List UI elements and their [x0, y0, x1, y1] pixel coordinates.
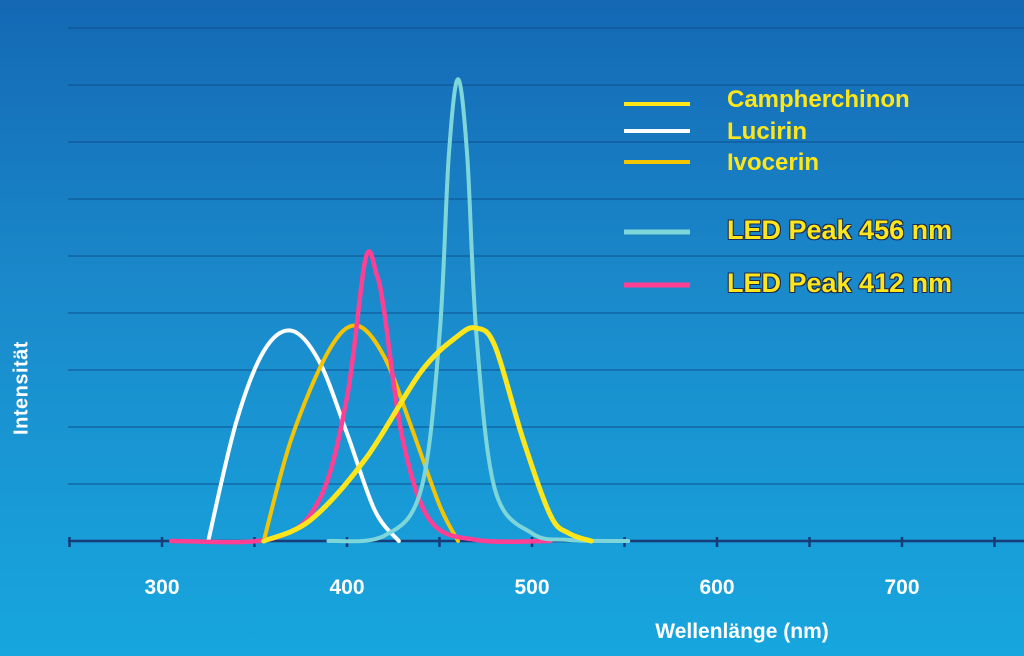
x-tick-label: 500: [514, 576, 549, 599]
legend-label-lucirin: Lucirin: [727, 118, 808, 145]
x-tick-label: 300: [144, 576, 179, 599]
x-axis-label: Wellenlänge (nm): [655, 620, 829, 643]
legend-label-led-412: LED Peak 412 nm: [727, 268, 953, 298]
legend-label-ivocerin: Ivocerin: [727, 149, 820, 176]
series-line-led-peak-456-nm: [326, 77, 631, 544]
series-line-lucirin: [206, 328, 401, 543]
series-line-ivocerin: [261, 323, 460, 543]
series-line-campherchinon: [261, 325, 594, 544]
x-tick-label: 700: [884, 576, 919, 599]
y-axis-label: Intensität: [10, 341, 33, 435]
x-tick-label: 400: [329, 576, 364, 599]
legend-label-campherchinon: Campherchinon: [727, 86, 910, 113]
series-line-led-peak-412-nm: [169, 249, 553, 545]
x-tick-label: 600: [699, 576, 734, 599]
legend-label-led-456: LED Peak 456 nm: [727, 215, 953, 245]
